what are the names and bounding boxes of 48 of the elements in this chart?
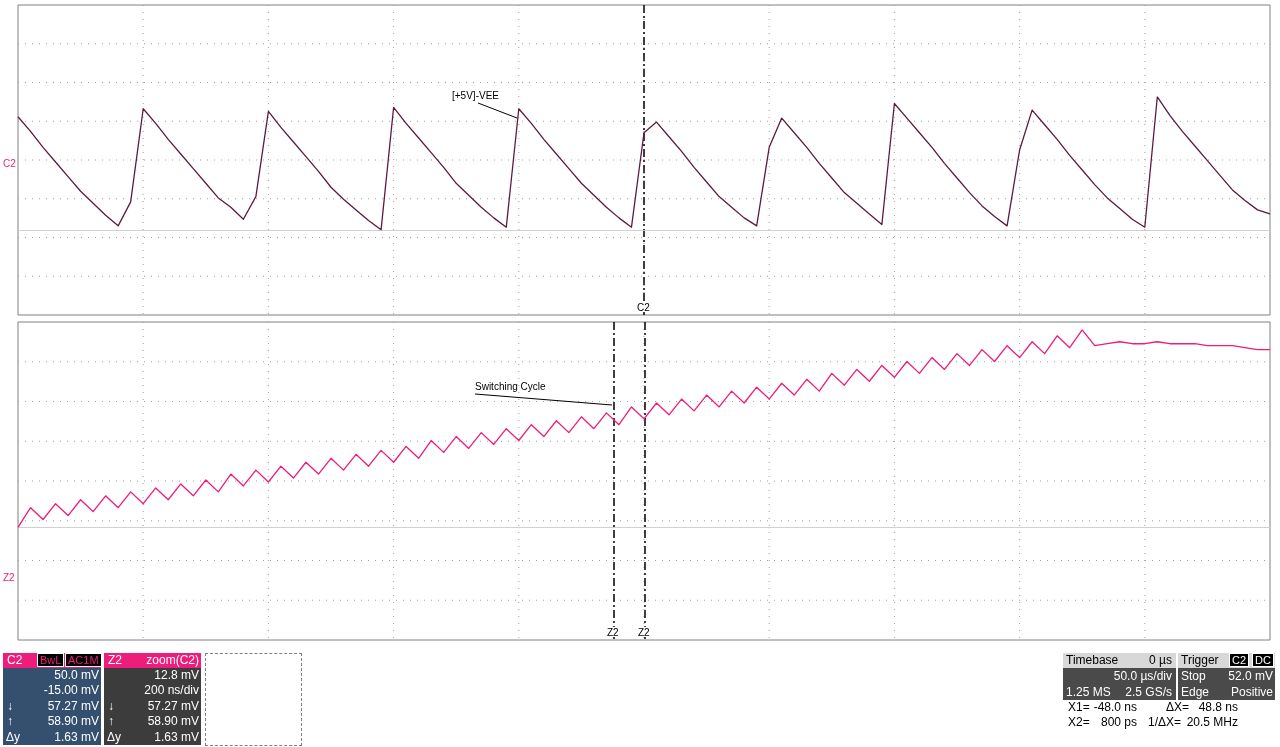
text: C2: [3, 157, 17, 169]
text: ↑: [7, 714, 13, 728]
text: 0 µs: [1149, 653, 1172, 667]
text: C2: [7, 653, 23, 667]
text: 58.90 mV: [47, 714, 99, 728]
text: 20.5 MHz: [1186, 715, 1238, 729]
text: Z2: [607, 626, 620, 638]
text: 57.27 mV: [147, 699, 199, 713]
text: 50.0 mV: [54, 668, 99, 682]
text: zoom(C2): [146, 653, 199, 667]
text: AC1M: [65, 653, 102, 667]
text: C2: [637, 301, 651, 313]
text: 2.5 GS/s: [1125, 685, 1172, 699]
text: Timebase: [1066, 653, 1119, 667]
text: C2: [1229, 653, 1250, 667]
annotation: [+5V]-VEE: [452, 89, 500, 101]
text: Z2: [108, 653, 123, 667]
text: 12.8 mV: [154, 668, 199, 682]
text: X2=: [1068, 715, 1090, 729]
text: Z2: [638, 626, 651, 638]
text: 200 ns/div: [144, 683, 199, 697]
text: -15.00 mV: [43, 683, 99, 697]
text: 1.25 MS: [1066, 685, 1111, 699]
text: Trigger: [1181, 653, 1219, 667]
text: Δy: [6, 730, 21, 744]
text: DC: [1252, 653, 1274, 667]
text: BwL: [37, 653, 65, 667]
text: 1.63 mV: [54, 730, 99, 744]
text: ΔX=: [1166, 700, 1190, 714]
text: 52.0 mV: [1228, 669, 1273, 683]
text: Δy: [107, 730, 122, 744]
text: ↓: [7, 699, 13, 713]
text: Stop: [1181, 669, 1206, 683]
text: 800 ps: [1100, 715, 1137, 729]
text: -48.0 ns: [1093, 700, 1137, 714]
text: ↓: [108, 699, 114, 713]
text: 58.90 mV: [147, 714, 199, 728]
text: X1=: [1068, 700, 1090, 714]
text: 50.0 µs/div: [1113, 669, 1172, 683]
text: ↑: [108, 714, 114, 728]
text: Edge: [1181, 685, 1210, 699]
text: 1/ΔX=: [1148, 715, 1182, 729]
text: 48.8 ns: [1198, 700, 1238, 714]
text: Z2: [3, 571, 16, 583]
annotation: Switching Cycle: [475, 380, 547, 392]
text: 1.63 mV: [154, 730, 199, 744]
text: 57.27 mV: [47, 699, 99, 713]
text: Positive: [1230, 685, 1273, 699]
